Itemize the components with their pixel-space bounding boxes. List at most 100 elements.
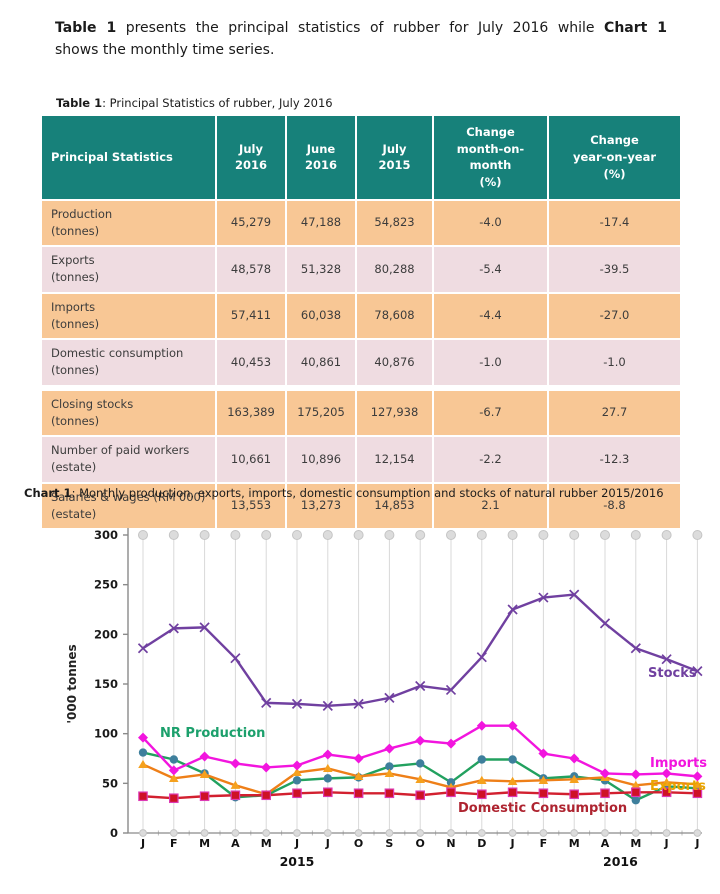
marker-exports [477,775,487,784]
grid-dot-bottom [601,829,609,837]
marker-domestic-consumption [507,787,518,798]
intro-text: presents the principal statistics of rub… [116,20,605,36]
marker-nr-production [323,774,332,783]
cell-value: -2.2 [432,435,549,484]
marker-exports [415,774,425,783]
y-tick-label: 50 [102,776,118,790]
marker-exports [631,780,641,789]
marker-exports [569,774,579,783]
grid-dot-top [384,530,395,540]
grid-dot-top [199,530,210,540]
column-header: July 2015 [355,114,434,201]
marker-imports [569,753,580,764]
marker-stocks [415,680,426,692]
x-month-label: O [354,837,363,850]
marker-exports [507,776,518,785]
marker-stocks [569,589,580,600]
marker-imports [322,749,333,760]
column-header: Change month-on-month (%) [432,114,549,201]
marker-domestic-consumption [569,789,579,800]
marker-exports [384,768,395,777]
y-tick-label: 100 [94,727,118,741]
statistics-table-wrapper: Principal Statistics July 2016 June 2016 Ju… [40,114,682,531]
marker-exports [138,759,148,769]
marker-nr-production [292,776,302,785]
table-row: Closing stocks (tonnes) 163,389 175,205 127,… [40,384,682,438]
grid-dot-bottom [477,829,486,837]
column-header: Change year-on-year (%) [547,114,682,201]
cell-value: 47,188 [285,198,357,248]
grid-dot-bottom [570,829,579,837]
row-sublabel: (tonnes) [51,223,100,238]
grid-dot-top [446,530,456,540]
grid-dot-bottom [231,829,240,837]
grid-dot-top [661,530,672,540]
grid-dot-top [476,530,487,540]
row-label-cell: Exports (tonnes) [40,245,217,294]
grid-dot-bottom [385,829,394,837]
cell-value: 57,411 [215,291,287,341]
table-caption-label: Table 1 [56,96,103,110]
marker-domestic-consumption [600,788,610,799]
marker-domestic-consumption [446,787,456,798]
row-label-cell: Production (tonnes) [40,198,217,248]
cell-value: -12.3 [547,435,682,484]
cell-value: 78,608 [355,291,434,341]
x-month-label: J [694,837,699,850]
cell-value: 40,861 [285,338,357,389]
row-sublabel: (estate) [51,460,97,475]
cell-value: -4.0 [432,198,549,248]
marker-domestic-consumption [384,788,395,799]
marker-imports [630,769,641,780]
marker-nr-production [385,762,394,771]
grid-dot-top [230,530,241,540]
marker-imports [199,751,210,762]
marker-stocks [199,622,210,633]
series-label-nr-production: NR Production [160,726,265,741]
cell-value: -5.4 [432,245,549,294]
row-sublabel: (tonnes) [51,413,100,428]
cell-value: 80,288 [355,245,434,294]
marker-stocks [230,653,241,664]
grid-dot-top [692,530,703,540]
marker-imports [446,738,456,749]
table-row: Production (tonnes) 45,279 47,188 54,823 -4.0… [40,198,682,248]
chart-caption: Chart 1: Monthly production, exports, im… [24,486,718,500]
marker-imports [384,743,395,754]
grid-dot-bottom [293,829,301,837]
intro-line-1: Table 1 presents the principal statistic… [55,18,667,40]
cell-value: -6.7 [432,384,549,438]
cell-value: 13,553 [215,481,287,531]
marker-exports [230,780,241,789]
row-sublabel: (estate) [51,506,97,521]
marker-domestic-consumption [261,790,271,801]
grid-dot-bottom [200,829,209,837]
grid-dot-bottom [354,829,363,837]
row-label: Closing stocks [51,396,134,411]
marker-stocks [322,700,333,711]
grid-dot-bottom [139,829,147,837]
marker-imports [600,768,610,779]
x-month-label: M [630,837,641,850]
marker-domestic-consumption [415,790,425,801]
row-label-cell: Salaries & wages (RM'000) (estate) [40,481,217,531]
grid-dot-top [415,530,426,540]
cell-value: 14,853 [355,481,434,531]
marker-nr-production [169,755,178,764]
marker-stocks [137,643,149,654]
marker-domestic-consumption [169,793,179,804]
row-sublabel: (tonnes) [51,363,100,378]
marker-imports [292,760,302,771]
marker-nr-production [416,759,425,768]
grid-dot-bottom [262,829,271,837]
grid-dot-top [353,530,364,540]
marker-nr-production [631,796,640,805]
x-month-label: J [325,837,330,850]
marker-domestic-consumption [630,787,641,798]
table-row: Number of paid workers (estate) 10,661 10,8… [40,435,682,484]
marker-stocks [538,592,549,603]
grid-dot-bottom [447,829,455,837]
x-month-label: M [261,837,272,850]
marker-domestic-consumption [138,791,148,802]
